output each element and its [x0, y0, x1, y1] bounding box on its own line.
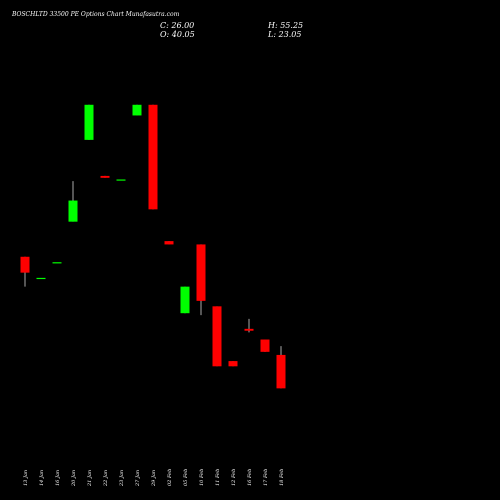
candle-body: [84, 104, 94, 140]
close-value: C: 26.00: [160, 21, 195, 30]
chart-title: BOSCHLTD 33500 PE Options Chart Munafasu…: [12, 11, 180, 18]
x-tick-label: 18 Feb: [279, 469, 285, 486]
candle-body: [228, 361, 238, 367]
x-tick-label: 16 Feb: [247, 469, 253, 486]
x-tick-label: 11 Feb: [215, 469, 221, 486]
candle-body: [36, 277, 46, 280]
x-tick-label: 10 Feb: [199, 469, 205, 486]
x-tick-label: 21 Jan: [87, 470, 93, 487]
x-tick-label: 17 Feb: [263, 469, 269, 486]
candle-body: [52, 262, 62, 264]
x-tick-label: 16 Jan: [55, 470, 61, 486]
candle-body: [116, 179, 126, 181]
x-tick-label: 02 Feb: [167, 469, 173, 486]
x-tick-label: 12 Feb: [231, 469, 237, 486]
x-tick-label: 23 Jan: [119, 470, 125, 487]
candle-body: [100, 175, 110, 178]
candle-body: [244, 328, 254, 331]
candle-body: [276, 354, 286, 389]
candle-body: [20, 256, 30, 273]
x-tick-label: 20 Jan: [71, 470, 77, 487]
candle-body: [180, 286, 190, 314]
x-tick-label: 14 Jan: [39, 470, 45, 486]
candle-body: [212, 306, 222, 367]
candle-body: [132, 104, 142, 116]
x-tick-label: 13 Jan: [23, 470, 29, 486]
candle-body: [68, 200, 78, 222]
candle-body: [196, 244, 206, 301]
x-tick-label: 05 Feb: [183, 469, 189, 486]
x-tick-label: 29 Jan: [151, 470, 157, 487]
x-tick-label: 22 Jan: [103, 470, 109, 487]
x-tick-label: 27 Jan: [135, 470, 141, 487]
low-value: L: 23.05: [268, 30, 302, 39]
open-value: O: 40.05: [160, 30, 195, 39]
candle-body: [260, 339, 270, 352]
candle-body: [164, 241, 174, 245]
high-value: H: 55.25: [268, 21, 304, 30]
candle-body: [148, 104, 158, 210]
